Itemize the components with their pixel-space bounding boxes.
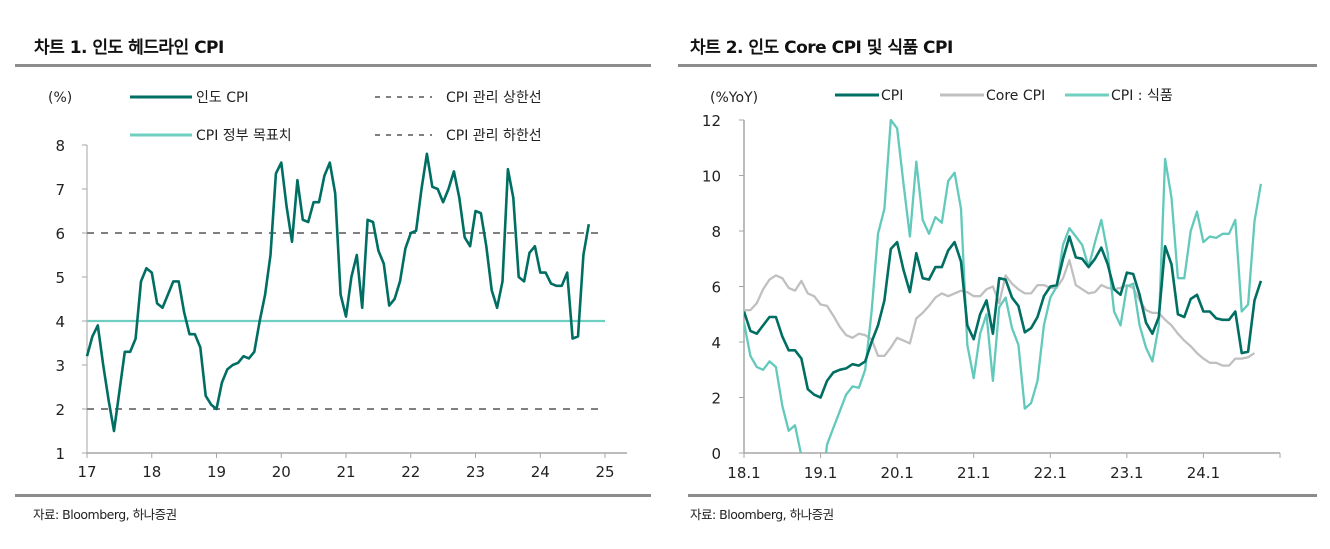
legend-label-lower-band: CPI 관리 하한선 [446, 128, 542, 144]
y-axis-unit: (%YoY) [710, 90, 758, 106]
x-tick-label: 23 [466, 463, 485, 481]
legend-label-cpi: CPI [881, 88, 903, 104]
chart-panel-1: 차트 1. 인도 헤드라인 CPI 1 2 3 4 5 6 7 8 17 18 19 20 21 22 23… [15, 38, 651, 522]
chart-1-bottom-rule [15, 494, 651, 497]
y-tick-label: 3 [55, 357, 65, 375]
chart-2-top-rule [678, 64, 1317, 67]
y-tick-label: 1 [55, 445, 65, 463]
y-tick-label: 0 [711, 445, 721, 463]
series-line-core-cpi [744, 258, 1256, 367]
x-tick-label: 19 [207, 463, 226, 481]
x-tick-label: 20 [272, 463, 291, 481]
x-tick-label: 20.1 [880, 464, 913, 482]
y-tick-label: 4 [711, 334, 721, 352]
chart-1-title: 차트 1. 인도 헤드라인 CPI [34, 38, 224, 58]
legend-label-target: CPI 정부 목표치 [196, 128, 292, 144]
x-tick-label: 18.1 [727, 464, 760, 482]
chart-2-plot: 0 2 4 6 8 10 12 18.1 19.1 20.1 21.1 22.1 23.1 24.1 (%Y… [702, 88, 1281, 482]
y-tick-label: 8 [55, 137, 65, 155]
x-tick-label: 17 [77, 463, 96, 481]
chart-1-source: 자료: Bloomberg, 하나증권 [33, 507, 177, 522]
y-tick-label: 4 [55, 313, 65, 331]
x-tick-label: 23.1 [1110, 464, 1143, 482]
y-tick-label: 6 [711, 279, 721, 297]
chart-2-title: 차트 2. 인도 Core CPI 및 식품 CPI [690, 38, 953, 58]
y-tick-label: 8 [711, 223, 721, 241]
y-tick-label: 6 [55, 225, 65, 243]
x-tick-label: 21.1 [957, 464, 990, 482]
y-axis-unit: (%) [48, 90, 72, 106]
x-tick-label: 25 [595, 463, 614, 481]
chart-panel-2: 차트 2. 인도 Core CPI 및 식품 CPI 0 2 4 6 8 10 12 18.1… [665, 0, 1330, 549]
x-tick-label: 19.1 [804, 464, 837, 482]
y-tick-label: 2 [711, 390, 721, 408]
y-tick-label: 2 [55, 401, 65, 419]
x-tick-label: 24.1 [1187, 464, 1220, 482]
legend-label-upper-band: CPI 관리 상한선 [446, 90, 542, 106]
legend-label-food-cpi: CPI : 식품 [1111, 88, 1173, 104]
x-tick-label: 22 [401, 463, 420, 481]
x-tick-label: 21 [336, 463, 355, 481]
legend-label-india-cpi: 인도 CPI [196, 90, 249, 106]
y-tick-label: 7 [55, 181, 65, 199]
legend-label-core-cpi: Core CPI [986, 88, 1045, 104]
chart-2-bottom-rule [688, 494, 1317, 497]
y-tick-label: 10 [702, 168, 721, 186]
x-tick-label: 18 [142, 463, 161, 481]
y-tick-label: 12 [702, 112, 721, 130]
x-tick-label: 24 [531, 463, 550, 481]
chart-1-top-rule [15, 64, 651, 67]
y-tick-label: 5 [55, 269, 65, 287]
series-line-india-cpi [85, 152, 591, 433]
chart-2-source: 자료: Bloomberg, 하나증권 [690, 507, 834, 522]
x-tick-label: 22.1 [1034, 464, 1067, 482]
series-line-food-cpi [744, 118, 1263, 453]
series-line-cpi [744, 235, 1263, 399]
